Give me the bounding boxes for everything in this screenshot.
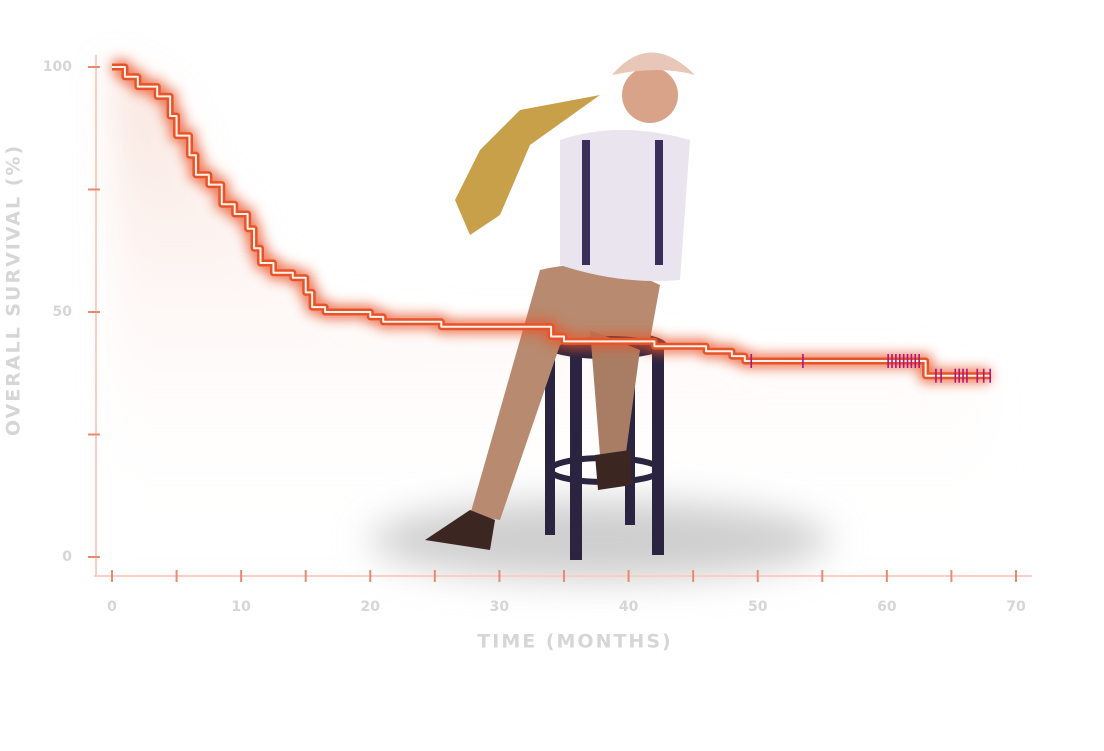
axes [88,55,1032,582]
background [112,67,991,557]
curve-core [112,66,991,377]
y-axis-title: OVERALL SURVIVAL (%) [3,144,25,436]
x-tick-label: 50 [748,599,768,615]
x-tick-label: 70 [1006,599,1026,615]
x-tick-label: 20 [361,599,381,615]
x-tick-label: 10 [231,599,251,615]
photo-musician [370,52,830,580]
x-tick-label: 0 [107,599,117,615]
y-tick-label: 50 [53,304,73,320]
x-tick-label: 30 [490,599,510,615]
x-axis-title: TIME (MONTHS) [477,631,672,653]
curve-haze [112,67,991,557]
y-tick-label: 0 [62,549,72,565]
x-tick-label: 40 [619,599,639,615]
x-tick-label: 60 [877,599,897,615]
y-tick-label: 100 [43,59,72,75]
